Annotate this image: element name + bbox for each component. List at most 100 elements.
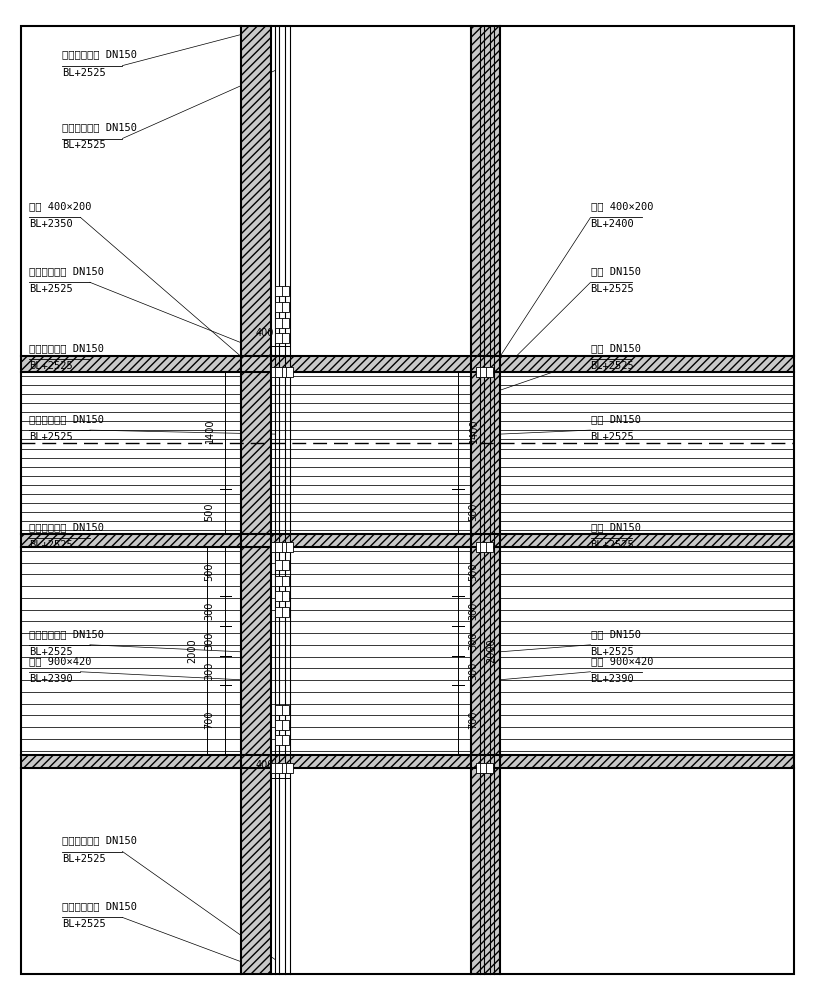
Text: 300: 300 bbox=[205, 661, 214, 680]
Bar bbox=[271, 367, 279, 377]
Bar bbox=[275, 607, 283, 617]
Bar bbox=[275, 763, 283, 773]
Text: 2000: 2000 bbox=[487, 638, 496, 663]
Bar bbox=[471, 372, 500, 534]
Text: 500: 500 bbox=[469, 562, 478, 581]
Text: 300: 300 bbox=[469, 661, 478, 680]
Bar bbox=[275, 333, 283, 343]
Text: 700: 700 bbox=[205, 711, 214, 729]
Bar bbox=[471, 768, 500, 974]
Text: BL+2525: BL+2525 bbox=[29, 432, 73, 442]
Text: BL+2525: BL+2525 bbox=[591, 432, 634, 442]
Bar bbox=[240, 372, 271, 534]
Text: 洞口 400×200: 洞口 400×200 bbox=[591, 201, 653, 211]
Bar bbox=[275, 705, 283, 715]
Bar bbox=[271, 763, 279, 773]
Bar bbox=[486, 367, 493, 377]
Text: 则性防水套管 DN150: 则性防水套管 DN150 bbox=[29, 414, 104, 424]
Bar bbox=[282, 302, 289, 312]
Text: 300: 300 bbox=[205, 602, 214, 620]
Bar bbox=[275, 576, 283, 586]
Text: 1400: 1400 bbox=[469, 418, 478, 443]
Text: 300: 300 bbox=[469, 632, 478, 650]
Bar bbox=[286, 763, 293, 773]
Text: 洞口 DN150: 洞口 DN150 bbox=[591, 629, 641, 639]
Bar bbox=[282, 542, 289, 552]
Text: 300: 300 bbox=[469, 602, 478, 620]
Bar bbox=[282, 607, 289, 617]
Bar bbox=[282, 333, 289, 343]
Text: BL+2525: BL+2525 bbox=[591, 647, 634, 657]
Bar bbox=[282, 560, 289, 570]
Bar bbox=[275, 542, 283, 552]
Text: BL+2525: BL+2525 bbox=[62, 140, 105, 150]
Text: 则性防水套管 DN150: 则性防水套管 DN150 bbox=[29, 343, 104, 353]
Text: BL+2525: BL+2525 bbox=[591, 284, 634, 294]
Bar bbox=[480, 367, 487, 377]
Bar bbox=[282, 763, 289, 773]
Text: BL+2525: BL+2525 bbox=[62, 919, 105, 929]
Bar bbox=[275, 302, 283, 312]
Text: BL+2525: BL+2525 bbox=[29, 540, 73, 550]
Bar bbox=[476, 763, 483, 773]
Text: 则性防水套管 DN150: 则性防水套管 DN150 bbox=[62, 50, 137, 60]
Text: 洞口 400×200: 洞口 400×200 bbox=[29, 201, 91, 211]
Text: 则性防水套管 DN150: 则性防水套管 DN150 bbox=[29, 629, 104, 639]
Text: 1400: 1400 bbox=[205, 418, 214, 443]
Bar bbox=[275, 735, 283, 745]
Bar bbox=[282, 591, 289, 601]
Bar bbox=[275, 720, 283, 730]
Text: BL+2525: BL+2525 bbox=[62, 854, 105, 864]
Bar bbox=[275, 591, 283, 601]
Text: 400: 400 bbox=[256, 328, 275, 338]
Bar bbox=[240, 547, 271, 755]
Bar bbox=[240, 26, 271, 356]
Bar bbox=[21, 534, 794, 547]
Text: 则性防水套管 DN150: 则性防水套管 DN150 bbox=[62, 836, 137, 846]
Bar bbox=[476, 542, 483, 552]
Text: 则性防水套管 DN150: 则性防水套管 DN150 bbox=[29, 266, 104, 276]
Bar bbox=[480, 763, 487, 773]
Text: 500: 500 bbox=[205, 502, 214, 521]
Bar bbox=[275, 560, 283, 570]
Text: 洞口 900×420: 洞口 900×420 bbox=[29, 656, 91, 666]
Text: BL+2525: BL+2525 bbox=[591, 540, 634, 550]
Text: 500: 500 bbox=[469, 502, 478, 521]
Bar bbox=[286, 542, 293, 552]
Text: 洞口 DN150: 洞口 DN150 bbox=[591, 414, 641, 424]
Text: 则性防水套管 DN150: 则性防水套管 DN150 bbox=[29, 522, 104, 532]
Bar bbox=[282, 367, 289, 377]
Bar bbox=[480, 542, 487, 552]
Text: 700: 700 bbox=[469, 711, 478, 729]
Bar bbox=[240, 768, 271, 974]
Text: 洞口 DN150: 洞口 DN150 bbox=[591, 266, 641, 276]
Text: 则性防水套管 DN150: 则性防水套管 DN150 bbox=[62, 901, 137, 911]
Text: 400: 400 bbox=[256, 760, 275, 770]
Bar bbox=[275, 318, 283, 328]
Text: 500: 500 bbox=[205, 562, 214, 581]
Text: BL+2390: BL+2390 bbox=[29, 674, 73, 684]
Text: 洞口 900×420: 洞口 900×420 bbox=[591, 656, 653, 666]
Bar bbox=[282, 735, 289, 745]
Text: BL+2525: BL+2525 bbox=[29, 361, 73, 371]
Bar bbox=[282, 318, 289, 328]
Text: 则性防水套管 DN150: 则性防水套管 DN150 bbox=[62, 123, 137, 133]
Bar bbox=[275, 367, 283, 377]
Bar bbox=[282, 720, 289, 730]
Bar bbox=[282, 576, 289, 586]
Bar bbox=[486, 763, 493, 773]
Text: BL+2525: BL+2525 bbox=[29, 284, 73, 294]
Bar bbox=[21, 755, 794, 768]
Bar bbox=[275, 286, 283, 296]
Text: 300: 300 bbox=[205, 632, 214, 650]
Bar bbox=[286, 367, 293, 377]
Text: BL+2525: BL+2525 bbox=[62, 68, 105, 78]
Bar bbox=[471, 26, 500, 356]
Text: 洞口 DN150: 洞口 DN150 bbox=[591, 343, 641, 353]
Bar bbox=[486, 542, 493, 552]
Bar bbox=[282, 705, 289, 715]
Bar bbox=[21, 356, 794, 372]
Bar bbox=[476, 367, 483, 377]
Bar bbox=[282, 286, 289, 296]
Bar bbox=[271, 542, 279, 552]
